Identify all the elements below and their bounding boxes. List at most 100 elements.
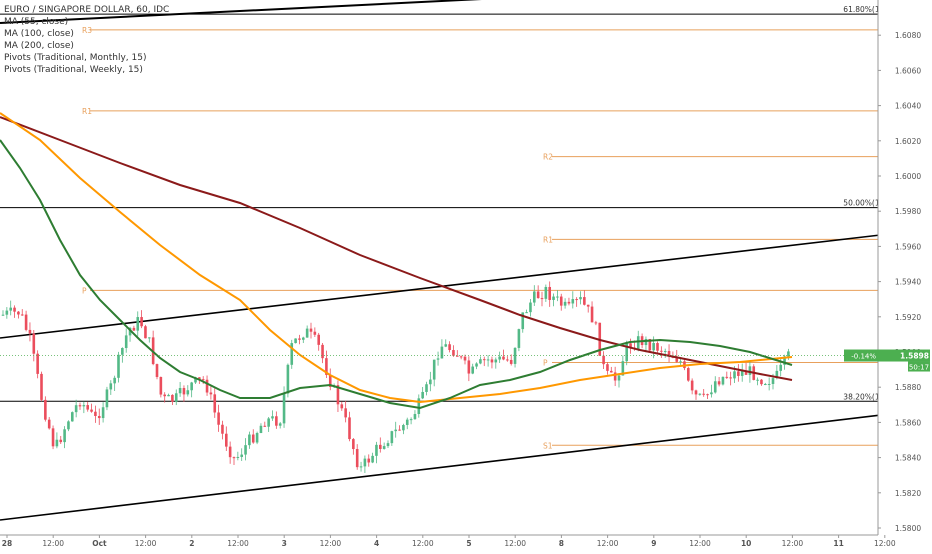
- legend-pivots-weekly[interactable]: Pivots (Traditional, Weekly, 15): [4, 65, 143, 75]
- candle-body: [536, 291, 540, 299]
- candle-body: [636, 336, 640, 349]
- candle-body: [255, 433, 259, 443]
- weekly-pivot-label: S1: [543, 441, 553, 450]
- candle-body: [506, 359, 509, 361]
- candle-body: [548, 286, 551, 300]
- candle-body: [456, 355, 459, 357]
- candle-body: [302, 337, 305, 340]
- candle-body: [236, 456, 240, 458]
- price-tick-label: 1.5920: [895, 313, 921, 322]
- ma200-line: [0, 116, 793, 381]
- candle-body: [55, 439, 59, 447]
- candle-body: [213, 394, 217, 413]
- candle-body: [148, 337, 151, 339]
- time-tick-label: 28: [2, 539, 12, 548]
- candles: [1, 281, 790, 473]
- time-tick-label: 5: [466, 539, 471, 548]
- candle-body: [248, 434, 251, 446]
- legend-ma100[interactable]: MA (100, close): [4, 29, 74, 39]
- price-tick-label: 1.5940: [895, 278, 921, 287]
- candle-body: [452, 350, 455, 356]
- candle-body: [309, 328, 313, 332]
- candle-body: [97, 415, 101, 419]
- candle-body: [317, 334, 320, 345]
- price-tick-label: 1.5800: [895, 524, 921, 533]
- candle-body: [24, 314, 28, 330]
- candle-body: [1, 314, 5, 316]
- legend-ma55[interactable]: MA (55, close): [4, 17, 69, 27]
- candle-body: [198, 377, 201, 380]
- legend-pivots-monthly[interactable]: Pivots (Traditional, Monthly, 15): [4, 53, 147, 63]
- candle-body: [144, 326, 147, 339]
- candle-body: [544, 286, 548, 299]
- candle-body: [128, 327, 132, 336]
- candle-body: [336, 385, 340, 405]
- candle-body: [36, 353, 39, 374]
- candle-body: [348, 417, 351, 440]
- time-tick-label: 12:00: [135, 539, 157, 548]
- candle-body: [517, 329, 521, 348]
- candle-body: [767, 383, 771, 385]
- last-price-value: 1.5898: [900, 352, 929, 361]
- trend-channel: [0, 0, 907, 521]
- candle-body: [394, 429, 397, 432]
- candle-body: [86, 405, 89, 410]
- candle-body: [251, 434, 255, 443]
- candle-body: [663, 350, 667, 352]
- candle-body: [617, 375, 621, 381]
- candle-body: [559, 296, 563, 306]
- candle-body: [552, 296, 555, 300]
- candle-body: [482, 359, 486, 361]
- price-tick-label: 1.5980: [895, 207, 921, 216]
- candle-body: [475, 363, 478, 367]
- candle-body: [729, 377, 732, 379]
- price-tick-label: 1.5960: [895, 242, 921, 251]
- legend-ma200[interactable]: MA (200, close): [4, 41, 74, 51]
- candle-body: [479, 359, 482, 364]
- instrument-title[interactable]: EURO / SINGAPORE DOLLAR, 60, IDC: [4, 5, 170, 15]
- candle-body: [240, 454, 243, 457]
- candle-body: [359, 466, 363, 468]
- countdown-tag: [908, 361, 930, 372]
- candle-body: [298, 338, 301, 340]
- candle-body: [779, 364, 782, 371]
- candle-body: [679, 361, 682, 363]
- candle-body: [278, 423, 282, 426]
- ma55-line: [0, 139, 793, 410]
- price-change-value: -0.14%: [851, 353, 876, 361]
- candle-body: [13, 307, 16, 312]
- candle-body: [40, 373, 43, 400]
- candle-body: [710, 392, 713, 395]
- time-tick-label: 3: [282, 539, 287, 548]
- candle-body: [413, 414, 417, 420]
- candle-body: [652, 343, 655, 351]
- candle-body: [656, 343, 659, 351]
- price-axis-background: [878, 0, 932, 550]
- ma100-line: [0, 112, 793, 404]
- price-tick-label: 1.6000: [895, 172, 921, 181]
- time-tick-label: Oct: [92, 539, 107, 548]
- candle-body: [421, 391, 424, 399]
- monthly-pivot-label: R3: [82, 26, 92, 35]
- candle-body: [305, 328, 309, 338]
- candle-body: [529, 302, 532, 313]
- candle-body: [101, 407, 105, 419]
- candle-body: [117, 354, 120, 378]
- monthly-pivot-label: R1: [82, 107, 92, 116]
- candle-body: [525, 312, 528, 314]
- candle-body: [9, 307, 12, 311]
- candle-body: [717, 381, 721, 385]
- candle-body: [371, 455, 374, 463]
- candle-body: [105, 389, 109, 408]
- candle-body: [667, 350, 671, 357]
- candle-body: [275, 416, 278, 426]
- candle-body: [513, 347, 517, 364]
- candle-body: [459, 356, 463, 358]
- channel-upper-line: [0, 231, 907, 339]
- candle-body: [448, 344, 451, 351]
- candle-body: [405, 419, 409, 425]
- candle-body: [675, 357, 679, 362]
- candle-body: [771, 378, 775, 384]
